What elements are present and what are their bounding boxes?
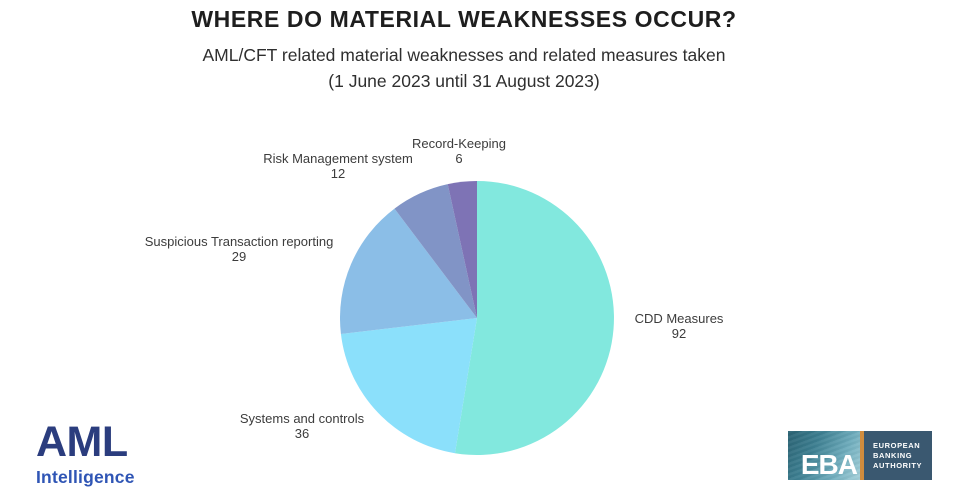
slice-label-risk-management-system: Risk Management system 12 — [263, 151, 413, 181]
eba-logo: EBA EUROPEAN BANKING AUTHORITY — [788, 431, 932, 480]
aml-logo-text: AML — [36, 418, 128, 466]
pie-slice-systems-and-controls — [340, 318, 477, 454]
aml-logo-subtext: Intelligence — [36, 467, 135, 487]
eba-logo-name-panel: EUROPEAN BANKING AUTHORITY — [864, 431, 932, 480]
eba-name-line-2: BANKING — [873, 450, 913, 460]
slice-label-cdd-measures: CDD Measures 92 — [635, 311, 724, 341]
eba-logo-accent-stripe — [860, 431, 864, 480]
pie-slice-suspicious-transaction-reporting — [340, 208, 477, 334]
eba-logo-sea-panel: EBA — [788, 431, 860, 480]
pie-chart — [340, 181, 614, 455]
slice-label-text: Suspicious Transaction reporting — [144, 234, 334, 249]
aml-intelligence-logo: AML Intelligence — [36, 421, 135, 487]
eba-name-line-1: EUROPEAN — [873, 440, 921, 450]
eba-name-line-3: AUTHORITY — [873, 460, 923, 470]
slice-label-text: Systems and controls — [239, 411, 365, 426]
eba-logo-acronym: EBA — [800, 449, 858, 480]
page-title: WHERE DO MATERIAL WEAKNESSES OCCUR? — [191, 6, 737, 32]
pie-slice-risk-management-system — [394, 184, 477, 318]
slice-label-text: CDD Measures — [634, 311, 724, 326]
slice-label-text: Record-Keeping — [412, 136, 506, 151]
subtitle-line-2: (1 June 2023 until 31 August 2023) — [328, 71, 600, 91]
slice-label-value: 92 — [671, 326, 687, 341]
slice-label-systems-and-controls: Systems and controls 36 — [240, 411, 364, 441]
slice-label-text: Risk Management system — [263, 151, 413, 166]
subtitle-line-1: AML/CFT related material weaknesses and … — [202, 45, 726, 65]
slice-label-suspicious-transaction-reporting: Suspicious Transaction reporting 29 — [145, 234, 334, 264]
chart-header: WHERE DO MATERIAL WEAKNESSES OCCUR? AML/… — [0, 0, 928, 94]
slice-label-value: 29 — [231, 249, 247, 264]
slice-label-record-keeping: Record-Keeping 6 — [412, 136, 506, 166]
chart-subtitle: AML/CFT related material weaknesses and … — [0, 42, 928, 94]
slice-label-value: 12 — [330, 166, 346, 181]
slice-label-value: 6 — [455, 151, 463, 166]
pie-slice-cdd-measures — [454, 181, 614, 455]
slice-label-value: 36 — [294, 426, 310, 441]
pie-slice-record-keeping — [447, 181, 477, 318]
